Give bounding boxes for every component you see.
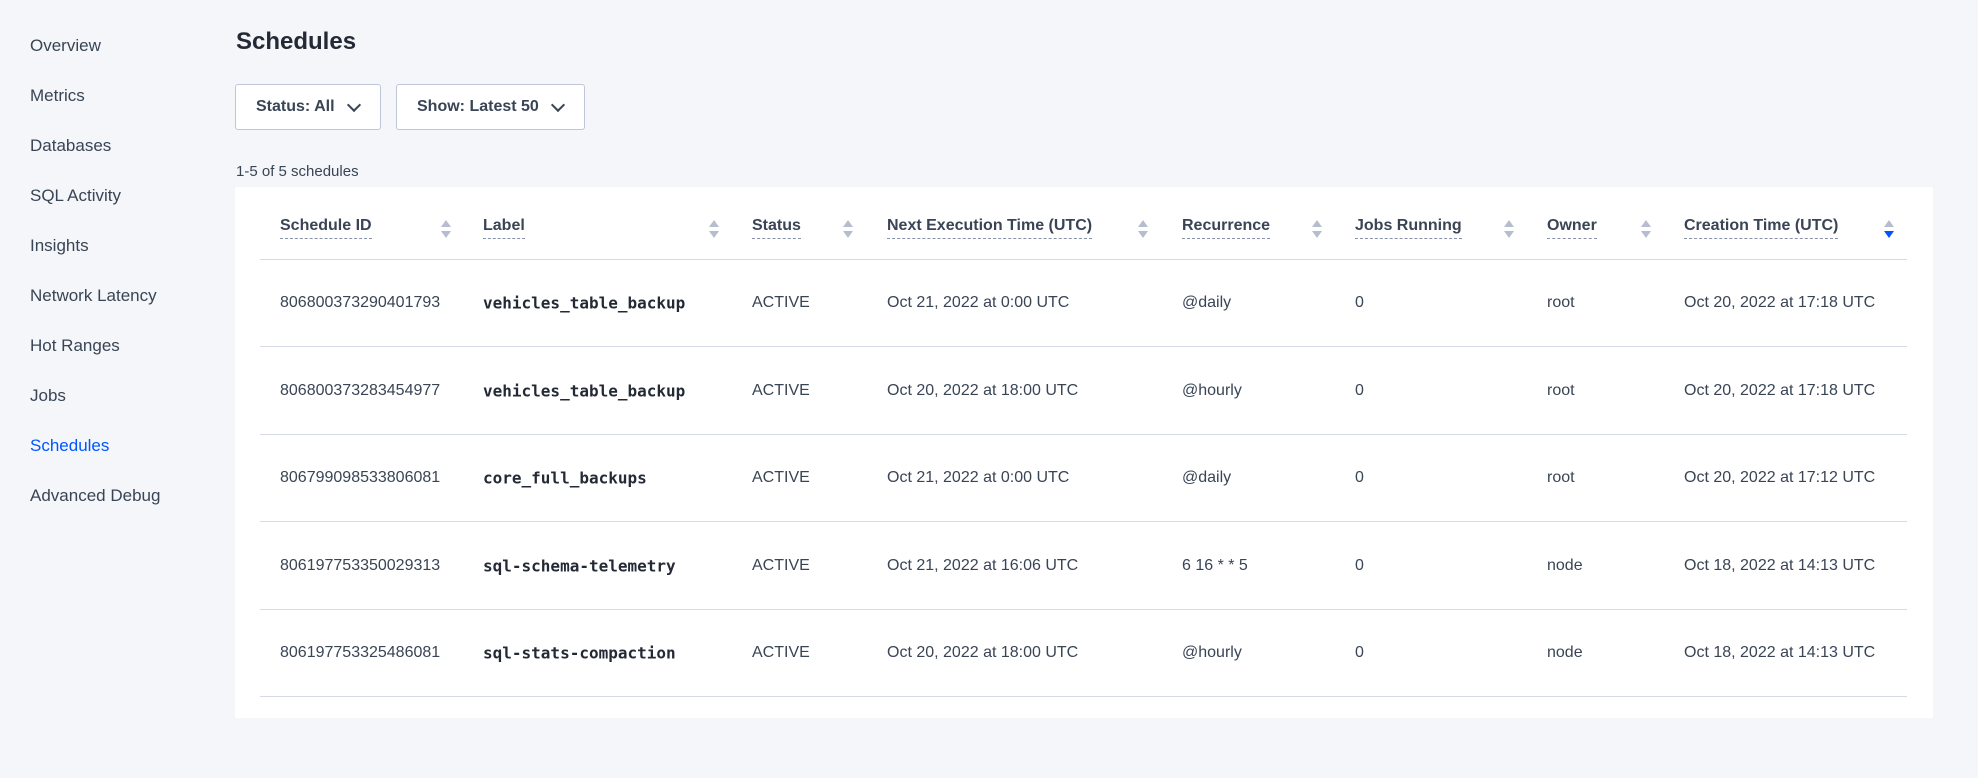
creation-time-cell: Oct 18, 2022 at 14:13 UTC [1684,556,1876,574]
status-filter-dropdown[interactable]: Status: All [235,84,381,130]
creation-time-cell: Oct 18, 2022 at 14:13 UTC [1684,644,1876,661]
sort-down-icon [709,231,719,238]
creation-time-cell: Oct 20, 2022 at 17:18 UTC [1684,294,1876,311]
sidebar-item-hot-ranges[interactable]: Hot Ranges [30,336,120,355]
show-filter-dropdown[interactable]: Show: Latest 50 [396,84,585,130]
schedule-id-cell: 806800373283454977 [280,381,441,399]
row-divider [260,521,1907,522]
sidebar-item-advanced-debug[interactable]: Advanced Debug [30,486,161,505]
next-execution-time-cell: Oct 21, 2022 at 0:00 UTC [887,469,1070,486]
column-header-status[interactable]: Status [752,217,801,239]
status-cell: ACTIVE [752,644,810,661]
owner-cell: root [1547,381,1575,399]
sidebar-item-sql-activity[interactable]: SQL Activity [30,186,122,205]
sidebar-item-insights[interactable]: Insights [30,236,89,255]
sidebar-item-network-latency[interactable]: Network Latency [30,286,157,305]
recurrence-cell: @daily [1182,469,1232,486]
sort-icon[interactable] [441,220,451,240]
status-cell: ACTIVE [752,381,810,399]
sort-down-icon [1884,231,1894,238]
sort-up-icon [709,220,719,227]
status-filter-label: Status: All [256,98,335,115]
sort-up-icon [1312,220,1322,227]
chevron-down-icon [550,97,565,112]
status-cell: ACTIVE [752,469,810,486]
jobs-running-cell: 0 [1355,469,1364,486]
sort-up-icon [843,220,853,227]
sidebar-item-schedules[interactable]: Schedules [30,436,110,455]
recurrence-cell: @hourly [1182,381,1242,399]
sort-up-icon [1504,220,1514,227]
owner-cell: node [1547,556,1583,574]
page-title: Schedules [236,28,357,55]
column-header-creation-time-utc[interactable]: Creation Time (UTC) [1684,217,1839,239]
label-cell: sql-schema-telemetry [483,556,676,575]
owner-cell: root [1547,294,1575,311]
jobs-running-cell: 0 [1355,556,1364,574]
next-execution-time-cell: Oct 20, 2022 at 18:00 UTC [887,644,1079,661]
sort-down-icon [441,231,451,238]
header-divider [260,259,1907,260]
sort-down-icon [843,231,853,238]
creation-time-cell: Oct 20, 2022 at 17:12 UTC [1684,469,1876,486]
show-filter-label: Show: Latest 50 [417,98,539,115]
schedule-id-cell: 806799098533806081 [280,469,441,486]
sort-icon[interactable] [1641,220,1651,240]
status-cell: ACTIVE [752,556,810,574]
label-cell: vehicles_table_backup [483,293,686,313]
sort-icon[interactable] [709,220,719,240]
column-header-jobs-running[interactable]: Jobs Running [1355,217,1462,239]
sort-down-icon [1138,231,1148,238]
creation-time-cell: Oct 20, 2022 at 17:18 UTC [1684,381,1876,399]
sort-icon[interactable] [843,220,853,240]
recurrence-cell: @daily [1182,294,1232,311]
sort-icon[interactable] [1504,220,1514,240]
jobs-running-cell: 0 [1355,294,1364,311]
sort-down-icon [1641,231,1651,238]
column-header-next-execution-time-utc[interactable]: Next Execution Time (UTC) [887,217,1093,239]
column-header-recurrence[interactable]: Recurrence [1182,217,1271,239]
schedules-table: Schedule ID Label Status Next Execution Tim… [235,187,1933,718]
sort-icon[interactable] [1138,220,1148,240]
column-header-label[interactable]: Label [483,217,525,239]
label-cell: core_full_backups [483,468,647,488]
status-cell: ACTIVE [752,294,810,311]
sort-up-icon [441,220,451,227]
row-divider [260,696,1907,697]
column-header-schedule-id[interactable]: Schedule ID [280,217,372,239]
next-execution-time-cell: Oct 21, 2022 at 16:06 UTC [887,556,1079,574]
recurrence-cell: 6 16 * * 5 [1182,556,1248,574]
sort-down-icon [1312,231,1322,238]
sidebar-item-metrics[interactable]: Metrics [30,86,85,105]
sidebar-item-jobs[interactable]: Jobs [30,386,66,405]
schedule-id-cell: 806800373290401793 [280,294,441,311]
recurrence-cell: @hourly [1182,644,1242,661]
owner-cell: root [1547,469,1575,486]
results-count: 1-5 of 5 schedules [236,163,359,180]
row-divider [260,346,1907,347]
sidebar-item-overview[interactable]: Overview [30,36,101,55]
column-header-owner[interactable]: Owner [1547,217,1597,239]
label-cell: sql-stats-compaction [483,643,676,663]
jobs-running-cell: 0 [1355,644,1364,661]
sort-up-icon [1138,220,1148,227]
sort-icon[interactable] [1884,220,1894,240]
label-cell: vehicles_table_backup [483,381,686,400]
sort-icon[interactable] [1312,220,1322,240]
next-execution-time-cell: Oct 20, 2022 at 18:00 UTC [887,381,1079,399]
next-execution-time-cell: Oct 21, 2022 at 0:00 UTC [887,294,1070,311]
row-divider [260,433,1907,435]
schedule-id-cell: 806197753325486081 [280,644,441,661]
sidebar-item-databases[interactable]: Databases [30,136,112,155]
sort-down-icon [1504,231,1514,238]
row-divider [260,608,1907,610]
jobs-running-cell: 0 [1355,381,1364,399]
sort-up-icon [1641,220,1651,227]
sort-up-icon [1884,220,1894,227]
chevron-down-icon [346,97,361,112]
owner-cell: node [1547,644,1583,661]
schedule-id-cell: 806197753350029313 [280,556,441,574]
